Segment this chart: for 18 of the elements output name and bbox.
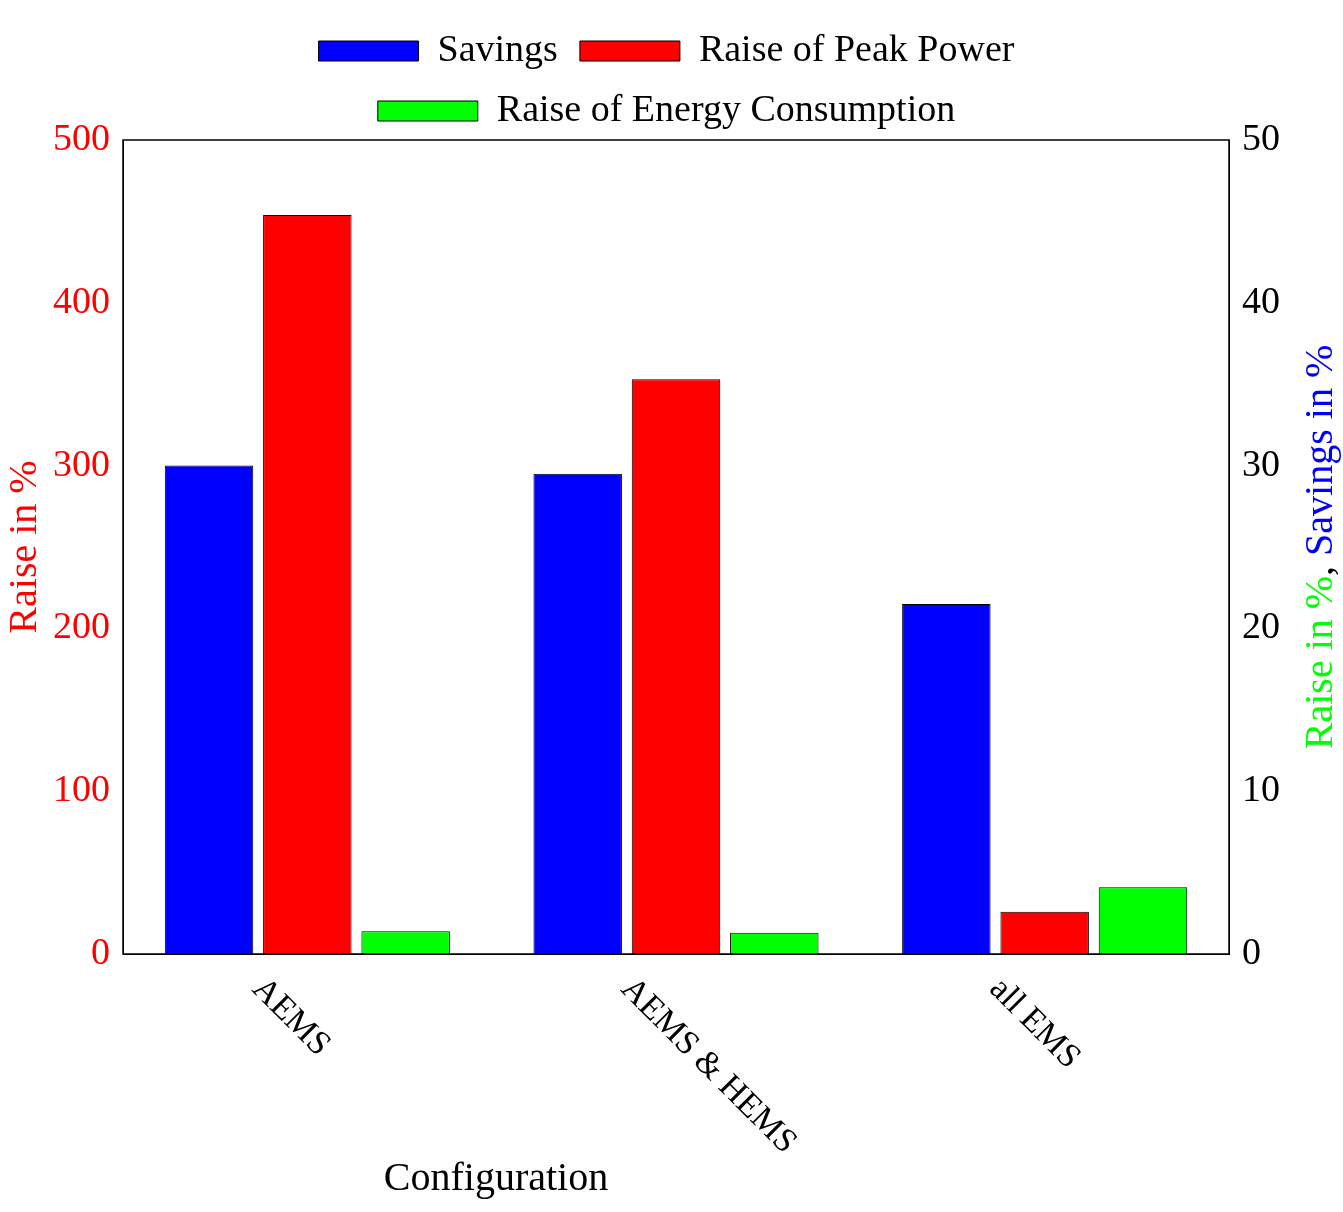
x-axis-title: Configuration (383, 1154, 609, 1199)
y-tick-label: 0 (91, 929, 110, 972)
y-axis-title: Raise in % (0, 460, 45, 634)
y-tick-label: 200 (53, 604, 110, 647)
y2-axis-title: Raise in %, Savings in % (1296, 344, 1341, 750)
y-tick-label: 300 (53, 441, 110, 484)
y2-tick-label: 30 (1242, 441, 1280, 484)
y2-tick-label: 40 (1242, 278, 1280, 321)
y-tick-label: 400 (53, 278, 110, 321)
legend-label: Savings (437, 26, 558, 69)
y2-tick-label: 10 (1242, 767, 1280, 810)
y2-tick-label: 20 (1242, 604, 1280, 647)
y-tick-label: 500 (53, 115, 110, 158)
y2-tick-label: 0 (1242, 929, 1261, 972)
y-tick-label: 100 (53, 767, 110, 810)
y2-tick-label: 50 (1242, 115, 1280, 158)
legend-label: Raise of Energy Consumption (496, 86, 956, 129)
legend-label: Raise of Peak Power (698, 26, 1015, 69)
